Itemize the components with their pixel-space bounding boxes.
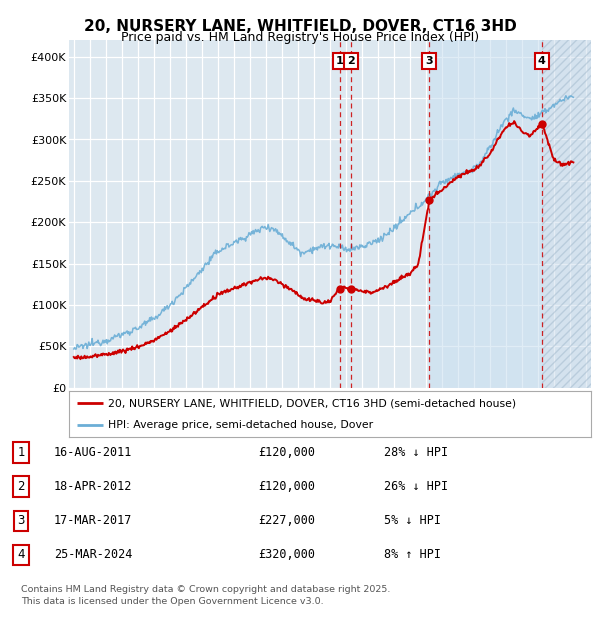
Text: 28% ↓ HPI: 28% ↓ HPI — [384, 446, 448, 459]
Bar — [430, 40, 542, 388]
Text: HPI: Average price, semi-detached house, Dover: HPI: Average price, semi-detached house,… — [108, 420, 373, 430]
Text: £120,000: £120,000 — [258, 446, 315, 459]
Text: 2: 2 — [17, 480, 25, 493]
Text: 3: 3 — [425, 56, 433, 66]
Text: 1: 1 — [336, 56, 344, 66]
Text: 1: 1 — [17, 446, 25, 459]
Text: 17-MAR-2017: 17-MAR-2017 — [54, 515, 133, 527]
Text: £120,000: £120,000 — [258, 480, 315, 493]
Text: 2: 2 — [347, 56, 355, 66]
Text: This data is licensed under the Open Government Licence v3.0.: This data is licensed under the Open Gov… — [21, 597, 323, 606]
Text: 3: 3 — [17, 515, 25, 527]
Text: 20, NURSERY LANE, WHITFIELD, DOVER, CT16 3HD (semi-detached house): 20, NURSERY LANE, WHITFIELD, DOVER, CT16… — [108, 398, 516, 408]
Text: 20, NURSERY LANE, WHITFIELD, DOVER, CT16 3HD: 20, NURSERY LANE, WHITFIELD, DOVER, CT16… — [83, 19, 517, 33]
Text: Contains HM Land Registry data © Crown copyright and database right 2025.: Contains HM Land Registry data © Crown c… — [21, 585, 391, 594]
Text: Price paid vs. HM Land Registry's House Price Index (HPI): Price paid vs. HM Land Registry's House … — [121, 31, 479, 44]
Text: 16-AUG-2011: 16-AUG-2011 — [54, 446, 133, 459]
Text: £320,000: £320,000 — [258, 549, 315, 561]
Bar — [542, 40, 591, 388]
Text: 18-APR-2012: 18-APR-2012 — [54, 480, 133, 493]
Text: 5% ↓ HPI: 5% ↓ HPI — [384, 515, 441, 527]
Text: 25-MAR-2024: 25-MAR-2024 — [54, 549, 133, 561]
Text: 4: 4 — [538, 56, 546, 66]
Text: 4: 4 — [17, 549, 25, 561]
Text: 26% ↓ HPI: 26% ↓ HPI — [384, 480, 448, 493]
Text: £227,000: £227,000 — [258, 515, 315, 527]
Text: 8% ↑ HPI: 8% ↑ HPI — [384, 549, 441, 561]
